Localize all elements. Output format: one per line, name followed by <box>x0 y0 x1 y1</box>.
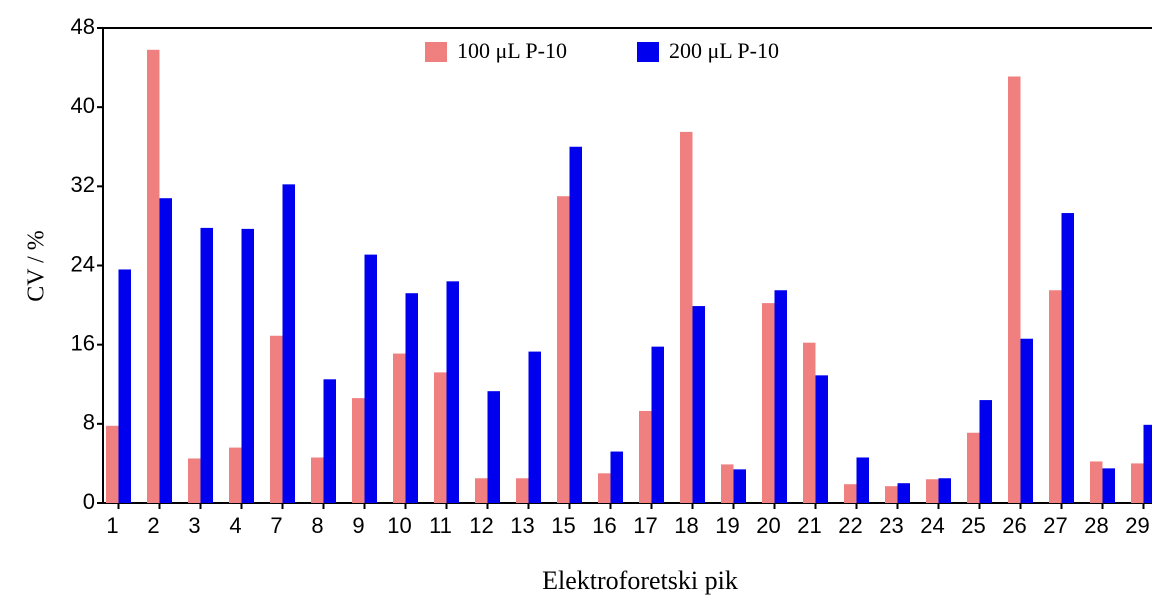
x-tick-label: 24 <box>920 513 944 538</box>
x-tick-label: 7 <box>270 513 282 538</box>
bar <box>528 351 541 503</box>
bar <box>270 335 283 503</box>
legend-label: 100 μL P-10 <box>457 38 567 63</box>
bar <box>282 184 295 503</box>
x-tick-label: 16 <box>592 513 616 538</box>
bar <box>569 146 582 503</box>
bar <box>938 478 951 503</box>
x-tick-label: 23 <box>879 513 903 538</box>
x-tick-label: 10 <box>387 513 411 538</box>
bar <box>1049 290 1062 503</box>
x-tick-label: 27 <box>1043 513 1067 538</box>
y-tick-label: 16 <box>71 330 95 355</box>
bar <box>188 458 201 503</box>
legend-swatch <box>637 42 659 62</box>
x-tick-label: 4 <box>229 513 241 538</box>
bar <box>967 432 980 503</box>
bar <box>200 227 213 504</box>
bar <box>393 353 406 503</box>
bar <box>1131 463 1144 503</box>
x-tick-label: 25 <box>961 513 985 538</box>
x-tick-label: 17 <box>633 513 657 538</box>
x-tick-label: 22 <box>838 513 862 538</box>
bar <box>487 391 500 503</box>
x-tick-label: 1 <box>106 513 118 538</box>
bar <box>106 425 119 503</box>
bar <box>147 49 160 503</box>
y-axis-label: CV / % <box>24 230 50 302</box>
bar <box>885 486 898 503</box>
x-tick-label: 12 <box>469 513 493 538</box>
bar <box>815 375 828 503</box>
x-tick-label: 29 <box>1125 513 1149 538</box>
bar <box>516 478 529 503</box>
bar <box>1143 424 1152 503</box>
bar <box>803 342 816 503</box>
bar <box>692 306 705 503</box>
bar <box>733 469 746 503</box>
bar <box>926 479 939 503</box>
bar <box>844 484 857 503</box>
bar <box>610 451 623 503</box>
bar <box>762 303 775 503</box>
bar <box>1102 468 1115 503</box>
bar <box>352 398 365 503</box>
x-tick-label: 9 <box>352 513 364 538</box>
bar <box>774 290 787 503</box>
bar <box>557 196 570 503</box>
bar <box>680 131 693 503</box>
y-tick-label: 48 <box>71 14 95 39</box>
x-tick-label: 3 <box>188 513 200 538</box>
bar <box>229 447 242 503</box>
bar <box>323 379 336 503</box>
x-tick-label: 18 <box>674 513 698 538</box>
y-tick-label: 40 <box>71 93 95 118</box>
bar <box>405 293 418 503</box>
bar <box>434 372 447 503</box>
x-tick-label: 19 <box>715 513 739 538</box>
bar <box>598 473 611 503</box>
legend-label: 200 μL P-10 <box>669 38 779 63</box>
bar <box>639 410 652 503</box>
bar <box>364 254 377 503</box>
x-tick-label: 8 <box>311 513 323 538</box>
x-tick-label: 11 <box>429 513 452 538</box>
bar <box>311 457 324 503</box>
x-tick-label: 28 <box>1084 513 1108 538</box>
x-tick-label: 26 <box>1002 513 1026 538</box>
bar <box>897 483 910 503</box>
bar <box>241 228 254 503</box>
y-tick-label: 8 <box>83 410 95 435</box>
y-tick-label: 24 <box>71 251 95 276</box>
legend-swatch <box>425 42 447 62</box>
x-tick-label: 2 <box>147 513 159 538</box>
bar <box>1061 213 1074 504</box>
bar <box>1008 76 1021 503</box>
x-tick-label: 20 <box>756 513 780 538</box>
x-tick-label: 21 <box>797 513 821 538</box>
x-axis-label: Elektroforetski pik <box>542 566 738 595</box>
y-tick-label: 0 <box>83 489 95 514</box>
x-tick-label: 15 <box>551 513 575 538</box>
bar <box>979 400 992 503</box>
bar <box>118 269 131 503</box>
bar <box>1020 338 1033 503</box>
bar <box>446 281 459 503</box>
x-tick-label: 13 <box>510 513 534 538</box>
bar <box>721 464 734 503</box>
y-tick-label: 32 <box>71 172 95 197</box>
bar <box>856 457 869 503</box>
bar <box>651 346 664 503</box>
bar <box>1090 461 1103 503</box>
bar <box>475 478 488 503</box>
bar <box>159 198 172 504</box>
